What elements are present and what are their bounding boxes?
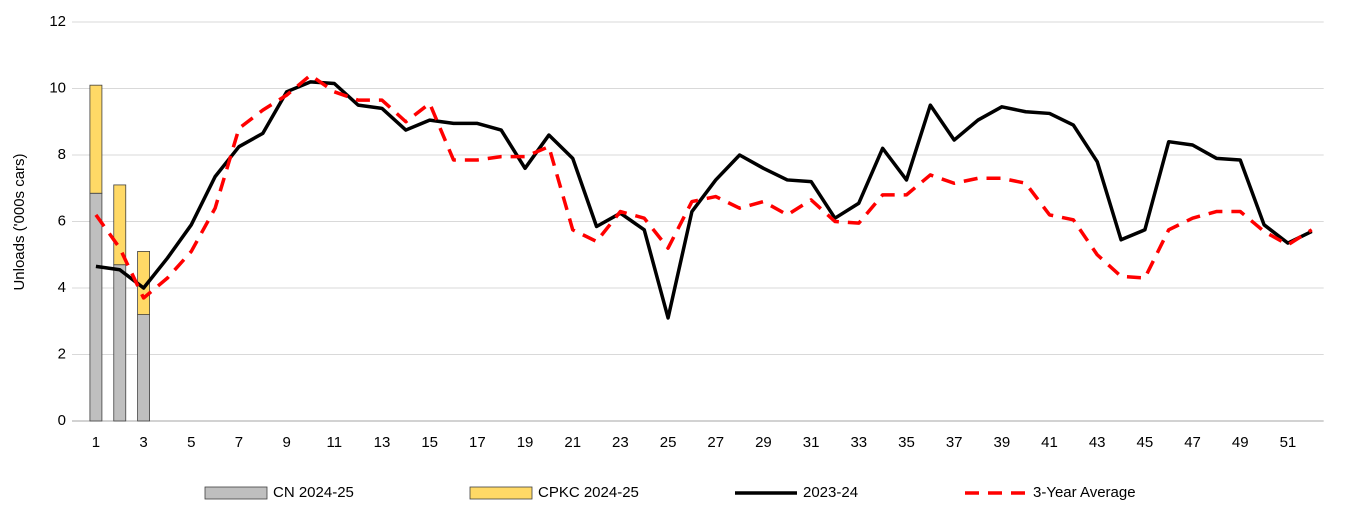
x-tick-label: 7 [235, 434, 243, 451]
x-tick-label: 29 [755, 434, 772, 451]
bar-segment [89, 192, 103, 422]
x-tick-label: 47 [1184, 434, 1201, 451]
legend-label: CN 2024-25 [273, 484, 354, 501]
x-tick-label: 25 [660, 434, 677, 451]
x-tick-label: 3 [139, 434, 147, 451]
y-tick-label: 8 [58, 146, 66, 163]
x-tick-label: 35 [898, 434, 915, 451]
x-tick-label: 21 [564, 434, 581, 451]
bar-segment [137, 314, 151, 422]
x-tick-label: 15 [421, 434, 438, 451]
legend-label: 2023-24 [803, 484, 858, 501]
x-tick-label: 49 [1232, 434, 1249, 451]
x-tick-label: 31 [803, 434, 820, 451]
y-tick-label: 4 [58, 279, 66, 296]
x-tick-label: 11 [327, 434, 343, 451]
y-tick-label: 12 [49, 13, 66, 30]
y-tick-label: 6 [58, 212, 66, 229]
y-axis-label: Unloads ('000s cars) [11, 153, 28, 290]
x-tick-label: 45 [1137, 434, 1154, 451]
y-tick-label: 0 [58, 412, 66, 429]
x-tick-label: 9 [282, 434, 290, 451]
x-tick-label: 5 [187, 434, 195, 451]
x-tick-label: 43 [1089, 434, 1106, 451]
bar-segment [113, 264, 127, 422]
x-tick-label: 1 [92, 434, 100, 451]
x-tick-label: 13 [374, 434, 391, 451]
y-tick-label: 10 [49, 79, 66, 96]
line-series [95, 80, 1313, 320]
y-tick-label: 2 [58, 345, 66, 362]
x-tick-label: 27 [707, 434, 724, 451]
legend-label: 3-Year Average [1033, 484, 1136, 501]
x-tick-label: 23 [612, 434, 629, 451]
x-tick-label: 41 [1041, 434, 1058, 451]
legend-swatch [204, 486, 268, 500]
x-tick-label: 19 [517, 434, 534, 451]
x-tick-label: 39 [993, 434, 1010, 451]
x-tick-label: 37 [946, 434, 963, 451]
legend-swatch [469, 486, 533, 500]
bar-segment [113, 184, 127, 266]
x-tick-label: 17 [469, 434, 486, 451]
bar-segment [89, 84, 103, 194]
line-series [94, 73, 1313, 300]
legend-label: CPKC 2024-25 [538, 484, 639, 501]
x-tick-label: 33 [850, 434, 867, 451]
x-tick-label: 51 [1280, 434, 1297, 451]
